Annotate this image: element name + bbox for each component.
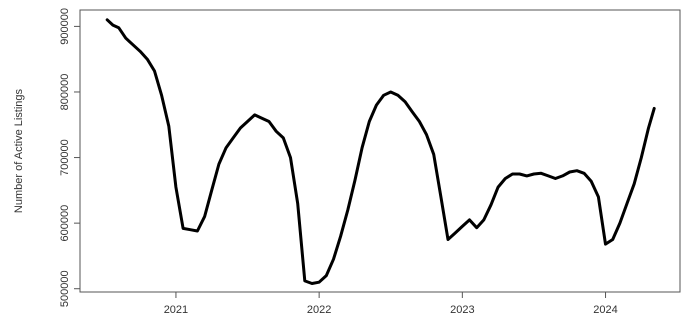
series-line [105,18,656,285]
y-tick-label: 900000 [59,8,71,45]
x-tick-label: 2023 [450,304,474,316]
y-tick-label: 500000 [59,270,71,307]
y-axis-title: Number of Active Listings [13,88,25,213]
y-axis: 500000 600000 700000 800000 900000 [59,8,81,307]
y-tick-label: 600000 [59,205,71,242]
x-tick-label: 2022 [307,304,331,316]
x-axis: 2021 2022 2023 2024 [164,291,618,316]
x-tick-label: 2021 [164,304,188,316]
y-tick-label: 800000 [59,74,71,111]
y-tick-label: 700000 [59,139,71,176]
x-tick-label: 2024 [593,304,617,316]
plot-frame [79,9,681,293]
